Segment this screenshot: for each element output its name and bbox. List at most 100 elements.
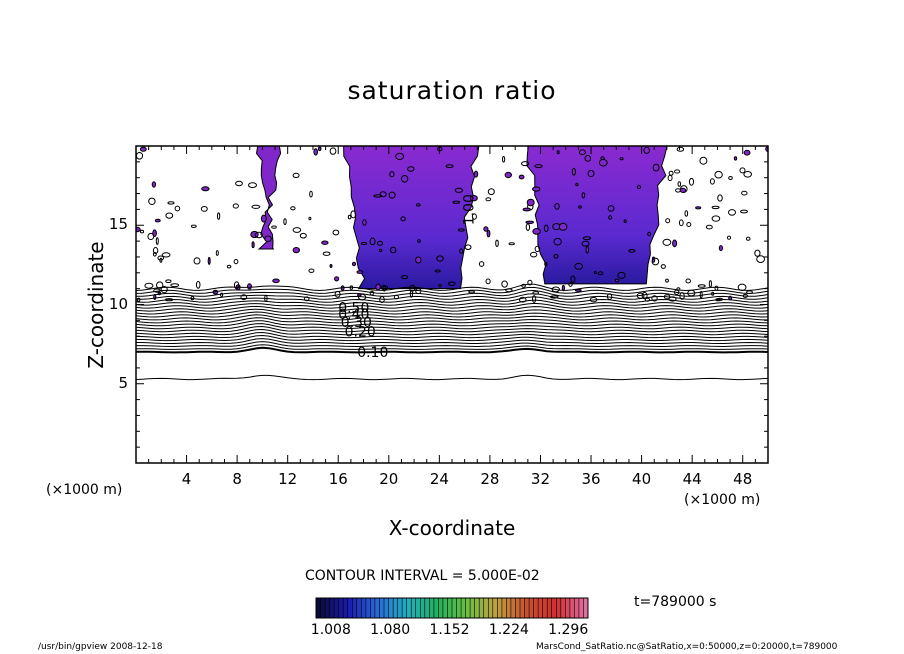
noise-blob [350, 210, 357, 219]
colorbar-swatch [447, 598, 453, 618]
colorbar-swatch [542, 598, 548, 618]
noise-blob [375, 283, 381, 291]
contour-line [136, 302, 768, 309]
noise-blob [526, 198, 535, 207]
noise-blob [532, 228, 541, 235]
x-tick-label: 36 [581, 470, 601, 488]
noise-blob [165, 212, 174, 219]
noise-blob [200, 206, 208, 212]
colorbar-swatch [424, 598, 430, 618]
colorbar-swatch [515, 598, 521, 618]
colorbar-swatch [506, 598, 512, 618]
noise-blob [299, 232, 307, 239]
colorbar-swatch [556, 598, 562, 618]
noise-blob [608, 215, 613, 220]
colorbar-tick-label: 1.296 [548, 622, 589, 638]
noise-blob [139, 146, 147, 152]
noise-blob [728, 176, 733, 180]
contour-line [136, 299, 768, 306]
noise-blob [136, 152, 144, 160]
noise-blob [165, 279, 172, 284]
noise-blob [705, 224, 713, 230]
colorbar-swatch [560, 598, 566, 618]
noise-blob [558, 222, 568, 231]
noise-blob [581, 192, 586, 199]
noise-blob [697, 284, 706, 288]
noise-blob [415, 256, 422, 264]
colorbar-swatch [551, 598, 557, 618]
noise-blob [593, 271, 597, 275]
noise-blob [518, 296, 527, 303]
noise-blob [726, 235, 732, 240]
x-tick-label: 32 [530, 470, 551, 488]
contour-label: 0.10 [357, 345, 388, 361]
noise-blob [139, 229, 145, 234]
noise-blob [518, 174, 525, 180]
noise-blob [389, 171, 395, 178]
noise-blob [501, 280, 508, 288]
noise-blob [504, 171, 512, 179]
noise-blob [235, 180, 243, 187]
noise-blob [260, 214, 267, 223]
x-tick-label: 12 [278, 470, 298, 488]
noise-blob [448, 281, 456, 286]
axis-ticks [136, 146, 768, 463]
colorbar-swatch [420, 598, 426, 618]
noise-blob [292, 172, 300, 179]
noise-blob [485, 197, 492, 202]
noise-blob [290, 206, 296, 211]
noise-blob [483, 226, 489, 232]
noise-blob [201, 186, 210, 192]
noise-blob [436, 255, 444, 262]
noise-blob [525, 220, 535, 225]
noise-blob [686, 222, 692, 227]
noise-blob [313, 148, 319, 156]
noise-blob [167, 201, 175, 205]
colorbar-swatch [483, 598, 489, 618]
colorbar-swatch [329, 598, 335, 618]
noise-blob [717, 194, 723, 202]
noise-blob [714, 170, 723, 179]
noise-blob [554, 203, 560, 210]
colorbar-swatch [529, 598, 534, 618]
noise-blob [597, 271, 604, 276]
colorbar-swatch [352, 598, 358, 618]
colorbar-swatch [393, 598, 398, 618]
contour-lines [136, 283, 768, 381]
contour-line [136, 317, 768, 324]
noise-blob [400, 216, 406, 222]
x-tick-label: 16 [328, 470, 348, 488]
colorbar-swatch [569, 598, 575, 618]
noise-blob [660, 264, 666, 269]
noise-blob [473, 170, 479, 178]
colorbar-swatch [461, 598, 466, 618]
noise-blob [152, 229, 157, 237]
footer-left: /usr/bin/gpview 2008-12-18 [38, 642, 163, 652]
noise-blob [708, 280, 713, 288]
noise-blob [587, 169, 595, 178]
colorbar-swatch [415, 598, 421, 618]
noise-blob [578, 205, 582, 209]
noise-blob [647, 231, 651, 237]
colorbar-swatch [370, 598, 376, 618]
colorbar-swatch [411, 598, 416, 618]
contour-line [136, 314, 768, 321]
colorbar-swatch [379, 598, 385, 618]
supersaturated-regions [255, 146, 668, 290]
contour-line [136, 305, 768, 312]
contour-interval-label: CONTOUR INTERVAL = 5.000E-02 [305, 568, 540, 584]
noise-blob [401, 275, 409, 280]
noise-blob [264, 235, 272, 243]
contour-line [136, 328, 768, 336]
noise-blob [400, 175, 409, 183]
noise-blob [438, 283, 442, 288]
noise-blob [674, 169, 681, 174]
contour-line [136, 331, 768, 339]
colorbar-swatch [402, 598, 407, 618]
colorbar-swatch [465, 598, 471, 618]
colorbar-swatch [442, 598, 448, 618]
noise-blob [459, 248, 464, 254]
noise-blob [578, 149, 586, 156]
contour-line [136, 286, 768, 294]
noise-blob [628, 249, 636, 253]
